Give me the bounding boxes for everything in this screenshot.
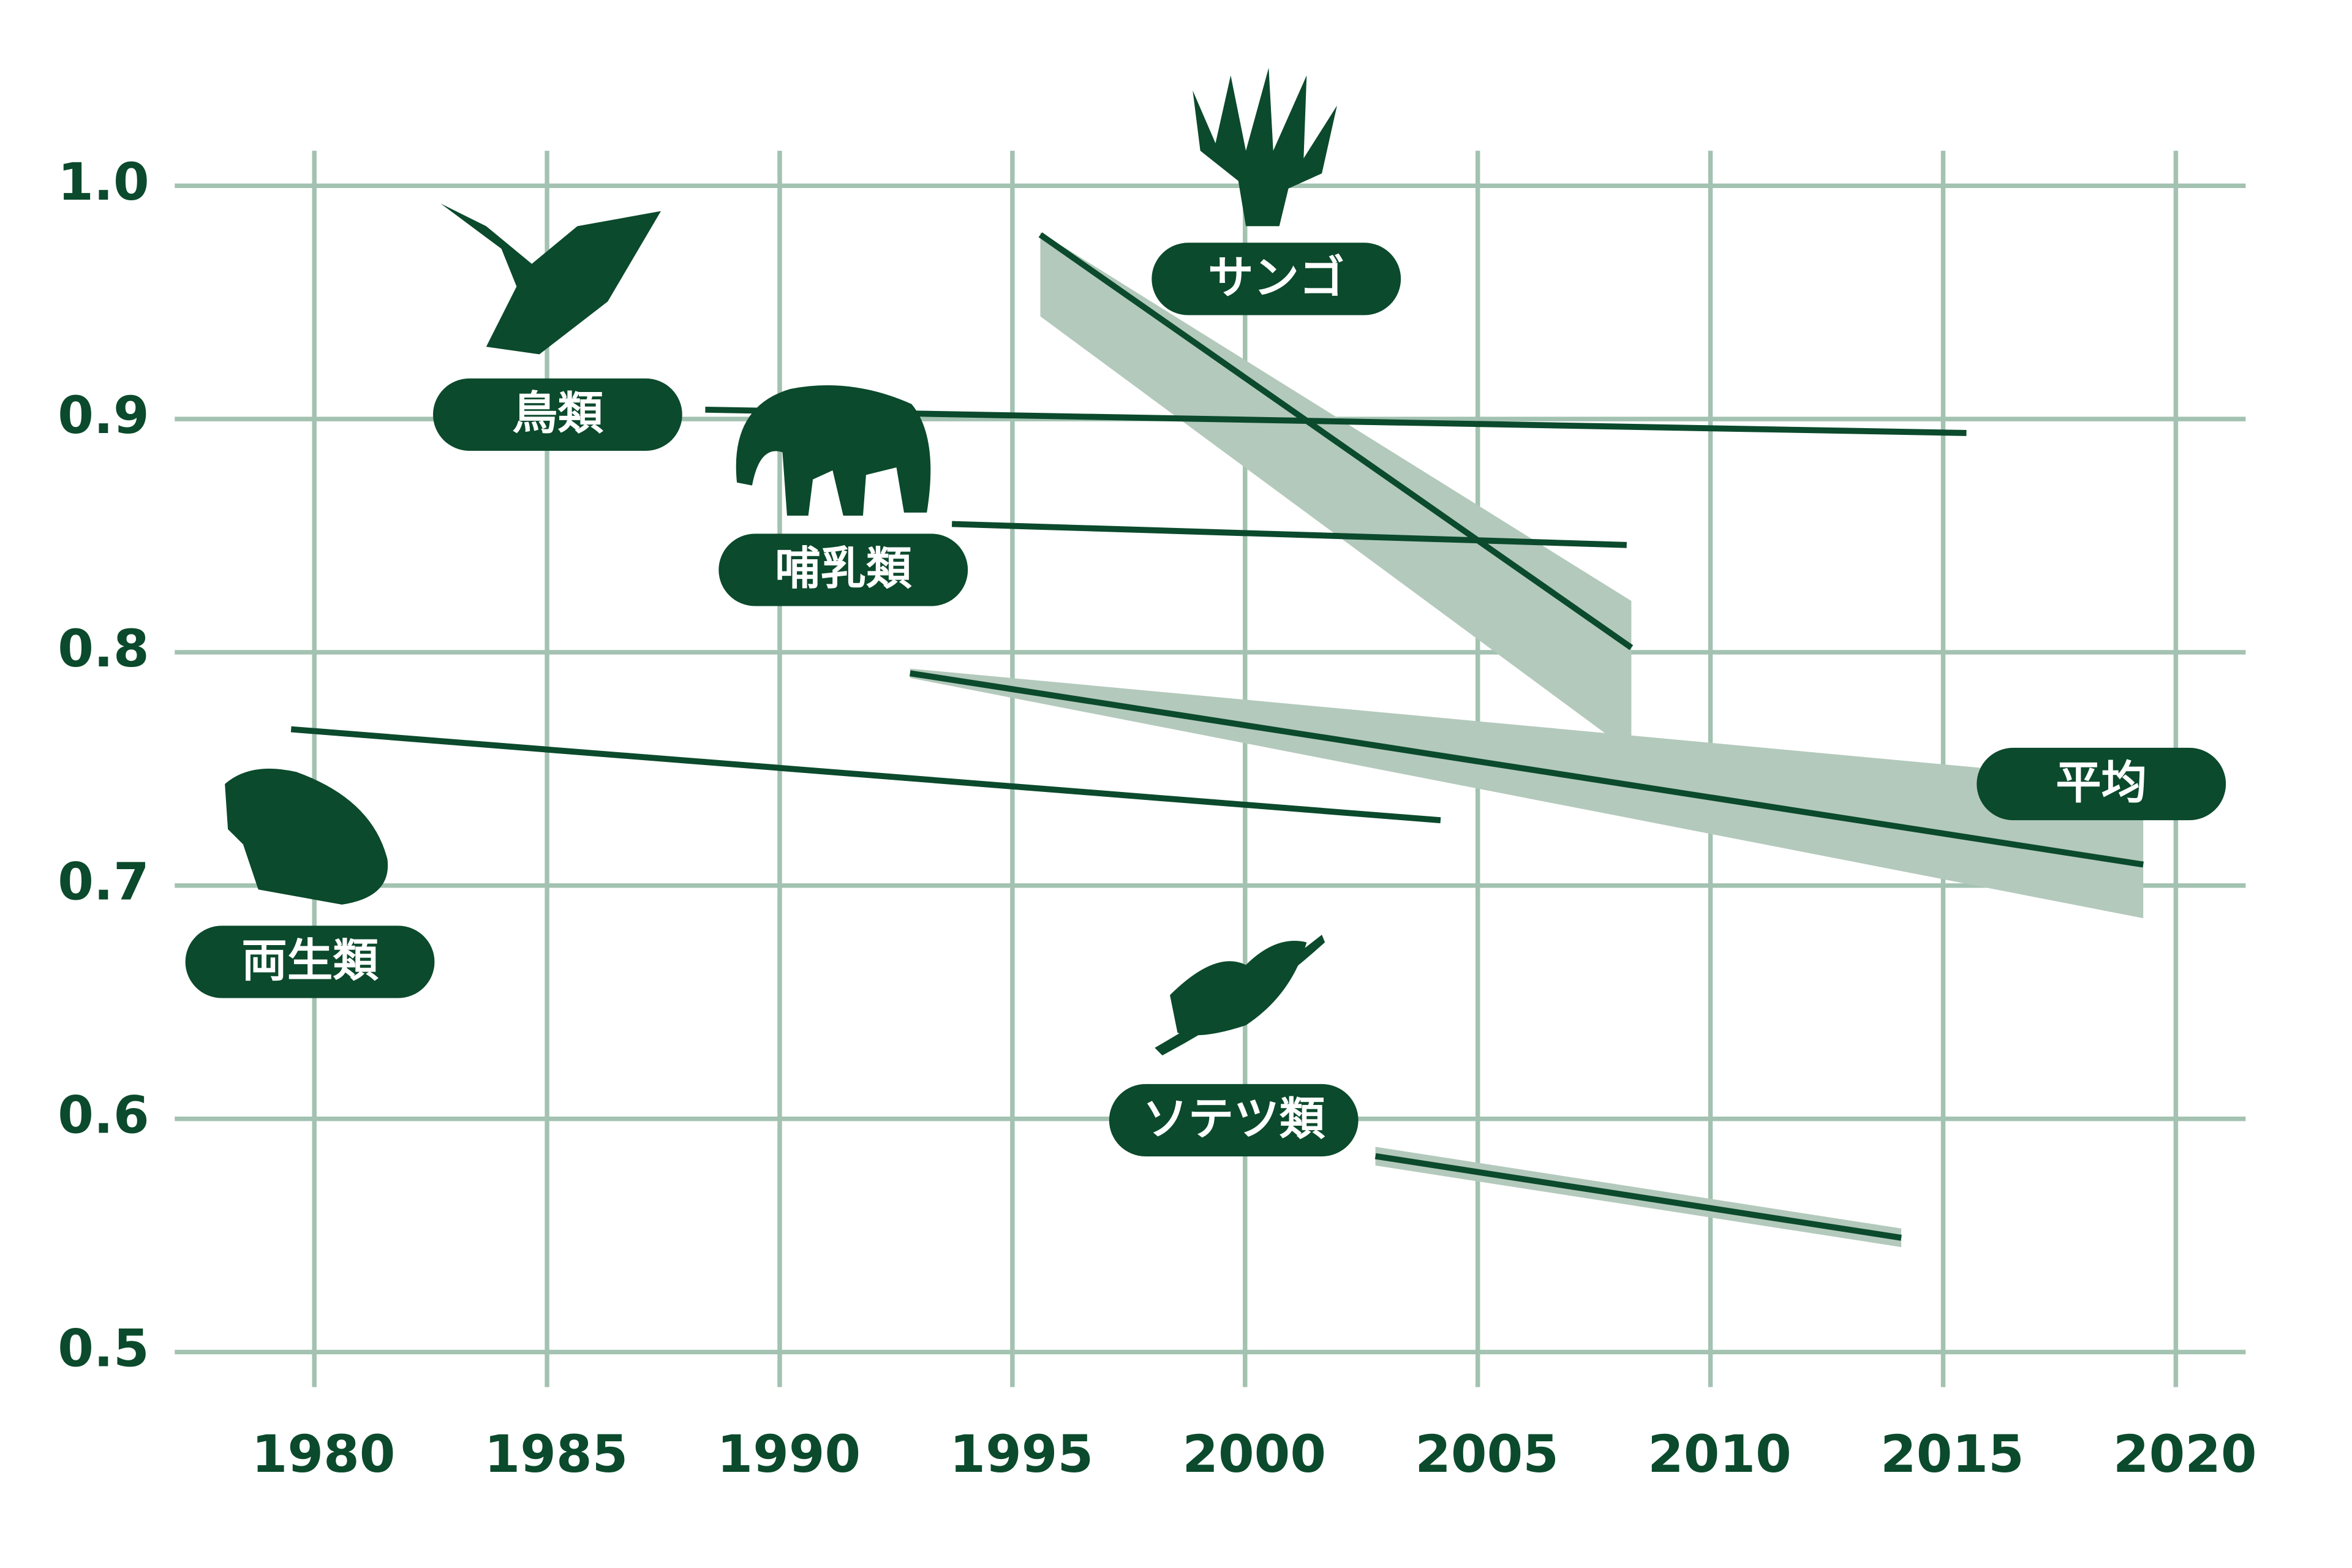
y-tick-label: 0.7 bbox=[58, 852, 149, 912]
trend-line bbox=[951, 521, 1627, 548]
x-tick-label: 2005 bbox=[1415, 1424, 1559, 1484]
series-label: 哺乳類 bbox=[775, 543, 912, 595]
x-tick-label: 2010 bbox=[1648, 1424, 1792, 1484]
label-pill bbox=[718, 533, 968, 606]
label-pill bbox=[1109, 1084, 1359, 1156]
x-tick-label: 2000 bbox=[1182, 1424, 1326, 1484]
trend-line bbox=[909, 670, 2144, 868]
y-tick-label: 0.8 bbox=[58, 619, 149, 679]
trend-line bbox=[1038, 232, 1634, 650]
eagle-icon bbox=[440, 203, 662, 355]
series-label: 平均 bbox=[2056, 756, 2147, 809]
trend-line bbox=[1374, 1153, 1902, 1241]
x-tick-label: 1990 bbox=[717, 1424, 861, 1484]
y-tick-label: 0.9 bbox=[58, 385, 149, 445]
y-tick-label: 0.5 bbox=[58, 1319, 149, 1379]
bands bbox=[910, 232, 2144, 1248]
label-pill bbox=[1152, 243, 1401, 315]
series-label: ソテツ類 bbox=[1142, 1093, 1325, 1145]
icons bbox=[225, 67, 1337, 1056]
label-pill bbox=[185, 925, 435, 998]
confidence-band bbox=[1040, 232, 1632, 753]
labels: 0.5 0.6 0.7 0.8 0.9 1.0 1980 1985 1990 1995 2000 20… bbox=[58, 152, 2256, 1484]
x-tick-label: 2015 bbox=[1880, 1424, 2024, 1484]
coral-icon bbox=[1193, 67, 1337, 227]
label-pill bbox=[432, 378, 682, 451]
series-label: 両生類 bbox=[241, 935, 379, 987]
x-tick-label: 1995 bbox=[949, 1424, 1093, 1484]
y-tick-label: 0.6 bbox=[58, 1085, 149, 1145]
x-tick-label: 1980 bbox=[252, 1424, 396, 1484]
confidence-band bbox=[910, 668, 2144, 919]
trend-line bbox=[290, 726, 1441, 824]
frog-icon bbox=[225, 768, 388, 905]
series-label: サンゴ bbox=[1208, 252, 1344, 304]
fern-icon bbox=[1155, 935, 1325, 1056]
x-tick-label: 1985 bbox=[484, 1424, 628, 1484]
x-tick-label: 2020 bbox=[2113, 1424, 2257, 1484]
label-pill bbox=[1977, 747, 2226, 821]
series-label: 鳥類 bbox=[512, 387, 604, 440]
y-tick-label: 1.0 bbox=[58, 152, 149, 212]
elephant-icon bbox=[736, 385, 931, 516]
